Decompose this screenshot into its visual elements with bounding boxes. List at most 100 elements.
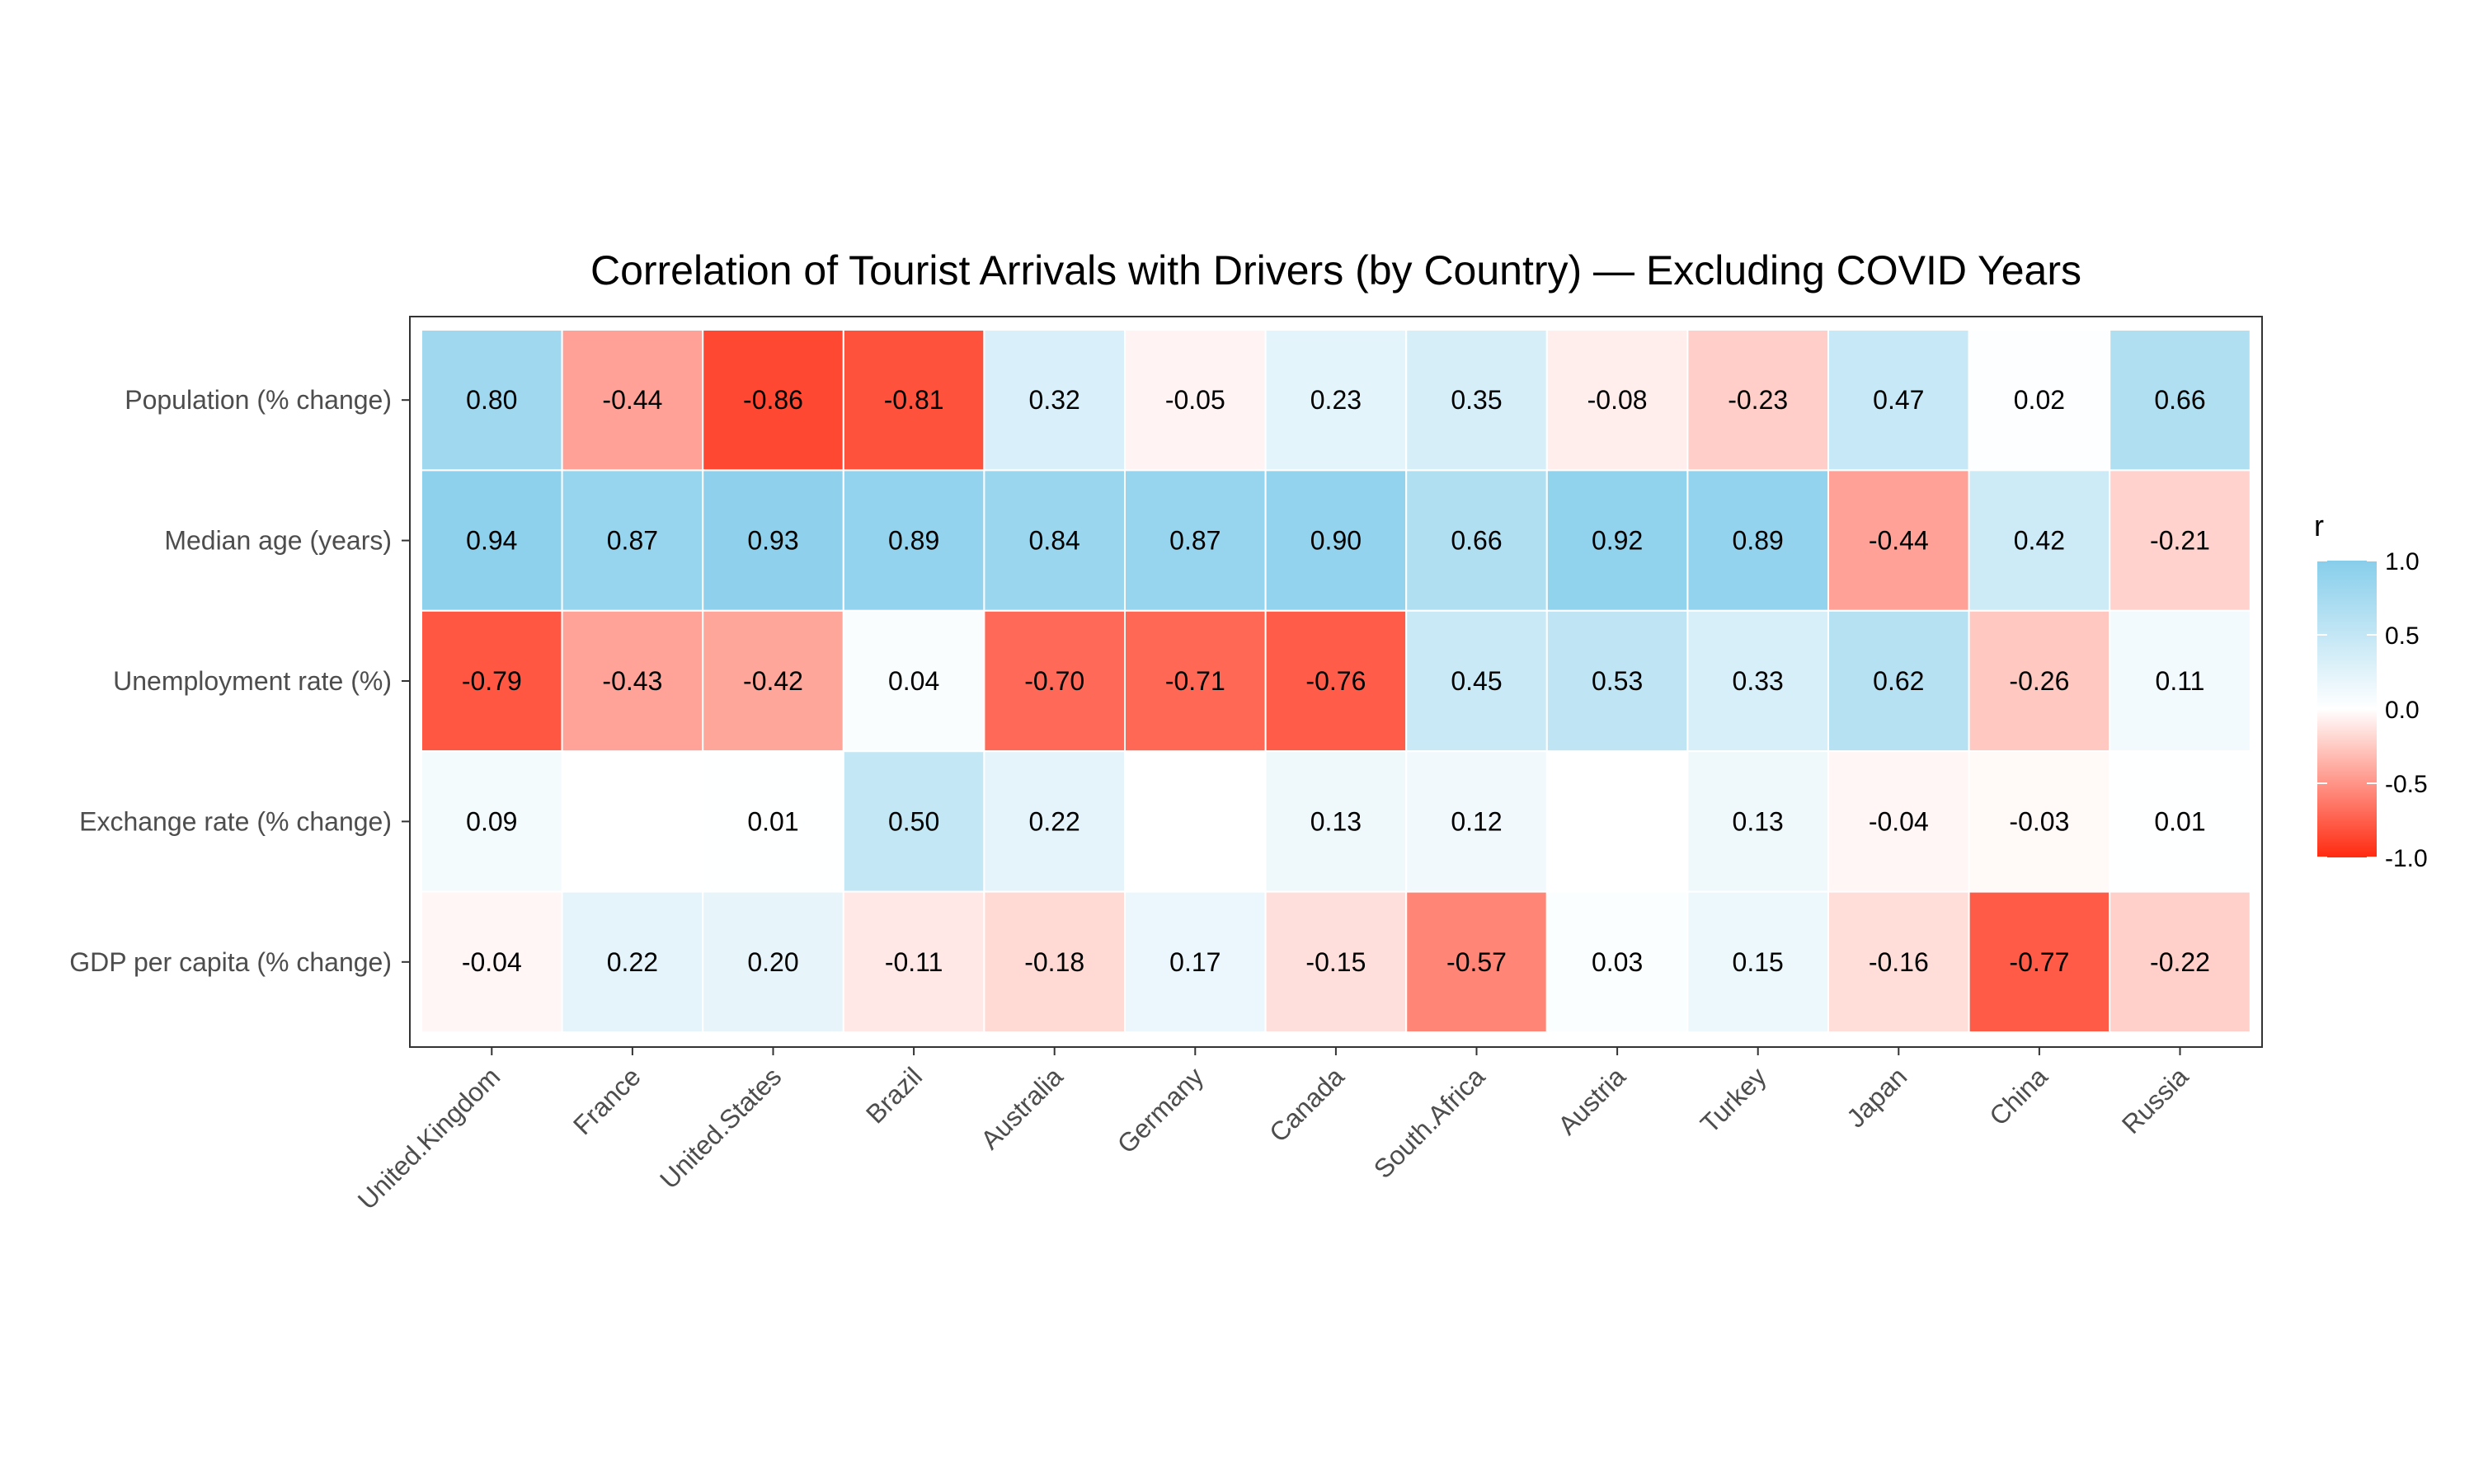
cell-value-label: -0.08 [1587, 385, 1648, 415]
heatmap-cell: 0.89 [842, 469, 985, 612]
y-axis: Population (% change) Median age (years) U… [69, 385, 410, 977]
x-tick-label: Turkey [1695, 1061, 1772, 1139]
heatmap-tile [561, 890, 704, 1033]
cell-value-label: 0.94 [466, 526, 517, 556]
heatmap-tile [983, 609, 1126, 753]
cell-value-label: 0.03 [1592, 947, 1643, 977]
x-tick-label: France [567, 1061, 647, 1140]
x-tick-label: Brazil [860, 1061, 928, 1129]
cell-value-label: -0.03 [2009, 806, 2069, 836]
heatmap-cell: 0.15 [1686, 890, 1830, 1033]
cell-value-label: 0.04 [888, 666, 939, 696]
heatmap-tile [1405, 750, 1548, 893]
cell-value-label: 0.84 [1029, 526, 1080, 556]
heatmap-tile [561, 609, 704, 753]
heatmap-tile [842, 750, 985, 893]
cell-value-label: -0.43 [602, 666, 662, 696]
heatmap-tile [2109, 890, 2251, 1033]
cell-value-label: -0.22 [2150, 947, 2210, 977]
heatmap-tile [1264, 469, 1408, 612]
cell-value-label: -0.15 [1305, 947, 1366, 977]
x-tick-label: Australia [975, 1061, 1069, 1155]
heatmap-cell: 0.53 [1545, 609, 1689, 753]
heatmap-tile [421, 329, 563, 472]
cell-value-label: 0.23 [1310, 385, 1362, 415]
cell-value-label: -0.26 [2009, 666, 2069, 696]
heatmap-tile [1968, 469, 2111, 612]
heatmap-cell: 0.17 [1124, 890, 1267, 1033]
cell-value-label: 0.22 [607, 947, 658, 977]
cell-value-label: -0.11 [885, 947, 943, 977]
heatmap-cell: -0.05 [1124, 329, 1267, 472]
heatmap-tile [983, 750, 1126, 893]
heatmap-tile [983, 329, 1126, 472]
x-tick-label: South.Africa [1368, 1061, 1491, 1184]
cell-value-label: -0.79 [462, 666, 522, 696]
y-tick-label: GDP per capita (% change) [69, 947, 392, 977]
x-tick-label: United.Kingdom [352, 1061, 506, 1214]
cell-value-label: 0.13 [1310, 806, 1362, 836]
heatmap-tile [1686, 329, 1830, 472]
cell-value-label: -0.76 [1305, 666, 1366, 696]
x-tick-label: Germany [1112, 1061, 1210, 1159]
cell-value-label: 0.15 [1733, 947, 1784, 977]
heatmap-tile [2109, 750, 2251, 893]
heatmap-tile [1124, 890, 1267, 1033]
heatmap-tile [702, 609, 844, 753]
heatmap-cell: -0.57 [1405, 890, 1548, 1033]
cell-value-label: -0.81 [884, 385, 944, 415]
x-tick-label: Russia [2116, 1061, 2194, 1139]
heatmap-cell: -0.42 [702, 609, 844, 753]
y-tick-label: Exchange rate (% change) [79, 806, 392, 836]
cell-value-label: -0.44 [1869, 526, 1929, 556]
x-tick-label: Canada [1263, 1061, 1350, 1148]
legend-tick-label: -0.5 [2385, 771, 2428, 798]
cell-value-label: 0.42 [2014, 526, 2065, 556]
heatmap-cell: 0.66 [1405, 469, 1548, 612]
cell-value-label: -0.44 [602, 385, 662, 415]
heatmap-tile [561, 329, 704, 472]
heatmap-cell: -0.11 [842, 890, 985, 1033]
cell-value-label: 0.80 [466, 385, 517, 415]
heatmap-cell: -0.76 [1264, 609, 1408, 753]
heatmap-tile [1827, 890, 1970, 1033]
cell-value-label: 0.32 [1029, 385, 1080, 415]
heatmap-tile [842, 469, 985, 612]
heatmap-cell: 0.45 [1405, 609, 1548, 753]
heatmap-cell: -0.77 [1968, 890, 2111, 1033]
cell-value-label: 0.47 [1873, 385, 1924, 415]
cell-value-label: -0.23 [1728, 385, 1788, 415]
heatmap-cell: 0.01 [2109, 750, 2251, 893]
heatmap-tile [1968, 609, 2111, 753]
heatmap-tile [2109, 609, 2251, 753]
heatmap-tile [1405, 469, 1548, 612]
heatmap-cell: -0.03 [1968, 750, 2111, 893]
cell-value-label: -0.70 [1024, 666, 1084, 696]
heatmap-cell: 0.23 [1264, 329, 1408, 472]
heatmap-tile [2109, 469, 2251, 612]
heatmap-cell: 0.04 [842, 609, 985, 753]
x-tick-label: China [1983, 1061, 2053, 1131]
heatmap-cell: 0.94 [421, 469, 563, 612]
heatmap-tile [2109, 329, 2251, 472]
cell-value-label: 0.87 [1169, 526, 1221, 556]
heatmap-cell: -0.16 [1827, 890, 1970, 1033]
heatmap-tile [421, 750, 563, 893]
heatmap-tile [702, 329, 844, 472]
heatmap-cells: 0.80 -0.44 -0.86 -0.81 0.32 -0.05 0.23 0.35 -0.0… [421, 329, 2251, 1033]
heatmap-cell: 0.09 [421, 750, 563, 893]
heatmap-tile [1827, 609, 1970, 753]
y-tick-label: Unemployment rate (%) [113, 666, 392, 696]
heatmap-tile [1827, 750, 1970, 893]
heatmap-cell: 0.03 [1545, 890, 1689, 1033]
heatmap-tile [1686, 469, 1830, 612]
cell-value-label: 0.66 [1451, 526, 1502, 556]
color-legend: r 1.0 0.5 0.0 -0.5 -1.0 [2314, 509, 2428, 872]
heatmap-cell: -0.21 [2109, 469, 2251, 612]
heatmap-cell: 0.32 [983, 329, 1126, 472]
cell-value-label: 0.09 [466, 806, 517, 836]
heatmap-cell: -0.04 [421, 890, 563, 1033]
cell-value-label: 0.50 [888, 806, 939, 836]
cell-value-label: 0.17 [1169, 947, 1221, 977]
heatmap-tile [421, 890, 563, 1033]
